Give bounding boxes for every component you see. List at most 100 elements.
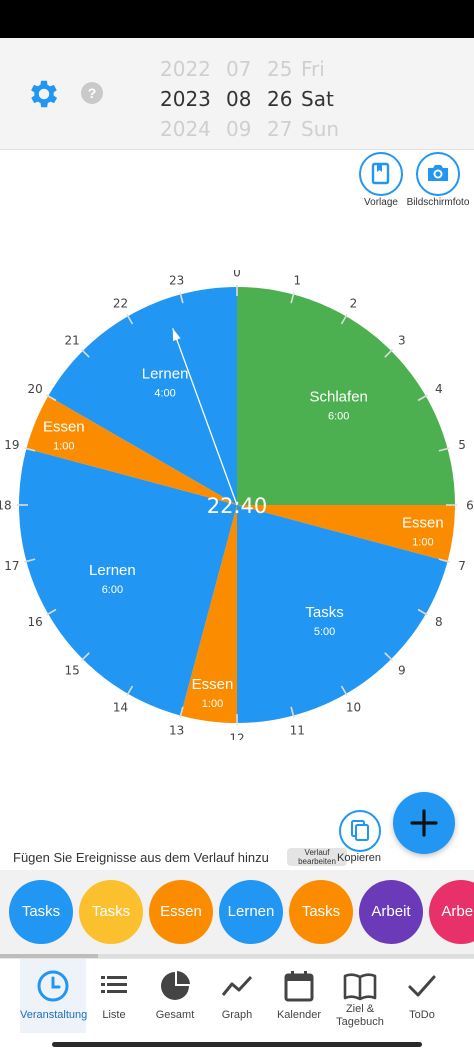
nav-liste[interactable]: Liste bbox=[86, 959, 142, 1039]
chip-label: Lernen bbox=[227, 903, 275, 920]
chip-tasks-orange[interactable]: Tasks bbox=[289, 880, 353, 944]
hour-label: 10 bbox=[346, 700, 361, 714]
edit-history-button[interactable]: Verlauf bearbeiten bbox=[287, 848, 347, 866]
segment-duration-label: 4:00 bbox=[154, 387, 175, 399]
segment-duration-label: 6:00 bbox=[102, 584, 123, 596]
copy-button[interactable] bbox=[339, 810, 381, 852]
clock-segment[interactable] bbox=[19, 448, 237, 716]
hour-label: 0 bbox=[233, 270, 241, 280]
hour-tick bbox=[126, 685, 134, 696]
hour-tick bbox=[46, 394, 57, 402]
bottom-nav: Veranstaltung Liste Gesamt Graph Kalende… bbox=[0, 958, 474, 1038]
hour-label: 19 bbox=[4, 438, 19, 452]
segment-name-label: Lernen bbox=[89, 562, 136, 579]
nav-todo[interactable]: ToDo bbox=[392, 959, 452, 1039]
add-event-button[interactable] bbox=[393, 792, 455, 854]
hour-label: 5 bbox=[458, 438, 466, 452]
hour-label: 3 bbox=[398, 334, 406, 348]
clock-segment[interactable] bbox=[26, 396, 238, 505]
chip-label: Tasks bbox=[301, 903, 341, 920]
day-clock[interactable]: 0 1 2 3 4 5 6 7 8 9 10 11 12 13 14 15 16 17 18 19 20 21 22 23 Sc… bbox=[0, 270, 474, 740]
year-picker[interactable]: 2022 2023 2024 bbox=[160, 54, 214, 144]
segment-duration-label: 1:00 bbox=[53, 440, 74, 452]
day-picker[interactable]: 25 26 27 bbox=[267, 54, 295, 144]
day-clock-chart[interactable]: 01234567891011121314151617181920212223Sc… bbox=[0, 270, 474, 740]
day-prev: 25 bbox=[267, 57, 293, 81]
nav-label: Kalender bbox=[276, 1009, 322, 1021]
clock-icon bbox=[37, 970, 69, 1002]
clock-segment[interactable] bbox=[237, 505, 448, 723]
clock-segment[interactable] bbox=[237, 287, 455, 505]
month-next: 09 bbox=[226, 117, 252, 141]
month-prev: 07 bbox=[226, 57, 252, 81]
hour-tick bbox=[438, 447, 450, 452]
hour-label: 1 bbox=[293, 273, 301, 287]
plus-icon bbox=[410, 809, 438, 837]
home-indicator[interactable] bbox=[52, 1042, 422, 1047]
chip-lernen[interactable]: Lernen bbox=[219, 880, 283, 944]
chip-tasks-blue[interactable]: Tasks bbox=[9, 880, 73, 944]
segment-name-label: Tasks bbox=[305, 604, 343, 621]
hour-tick bbox=[126, 314, 134, 325]
nav-label: Gesamt bbox=[155, 1009, 195, 1021]
chip-label: Essen bbox=[160, 903, 202, 920]
segment-duration-label: 6:00 bbox=[328, 410, 349, 422]
segment-name-label: Lernen bbox=[142, 365, 189, 382]
segment-name-label: Schlafen bbox=[310, 388, 368, 405]
chip-scrollbar[interactable] bbox=[0, 954, 474, 958]
hour-tick bbox=[417, 608, 428, 616]
help-icon[interactable]: ? bbox=[81, 82, 103, 104]
day-current: 26 bbox=[267, 87, 293, 111]
template-button[interactable] bbox=[359, 152, 403, 196]
header: ? 2022 2023 2024 07 08 09 25 26 27 Fri S… bbox=[0, 38, 474, 150]
hour-label: 14 bbox=[113, 700, 128, 714]
month-picker[interactable]: 07 08 09 bbox=[226, 54, 254, 144]
weekday-current: Sat bbox=[301, 87, 334, 111]
chip-arbeit-pink[interactable]: Arbeit bbox=[429, 880, 474, 944]
chip-tasks-yellow[interactable]: Tasks bbox=[79, 880, 143, 944]
clock-segment[interactable] bbox=[180, 505, 237, 723]
event-chip-strip[interactable]: Tasks Tasks Essen Lernen Tasks Arbeit Ar… bbox=[0, 870, 474, 954]
book-icon bbox=[343, 973, 377, 1001]
camera-icon bbox=[428, 165, 448, 181]
clock-segment[interactable] bbox=[48, 287, 238, 505]
chip-scrollbar-thumb[interactable] bbox=[0, 954, 98, 958]
hour-tick bbox=[384, 348, 394, 358]
chip-arbeit-purple[interactable]: Arbeit bbox=[359, 880, 423, 944]
history-hint: Fügen Sie Ereignisse aus dem Verlauf hin… bbox=[13, 850, 269, 865]
hour-tick bbox=[24, 558, 36, 563]
hour-label: 23 bbox=[169, 273, 184, 287]
hour-label: 4 bbox=[435, 382, 443, 396]
hour-tick bbox=[179, 706, 184, 718]
chip-label: Tasks bbox=[21, 903, 61, 920]
segment-name-label: Essen bbox=[402, 515, 444, 532]
segment-duration-label: 5:00 bbox=[314, 626, 335, 638]
gesture-bar bbox=[0, 1038, 474, 1053]
year-prev: 2022 bbox=[160, 57, 211, 81]
list-icon bbox=[101, 976, 127, 993]
status-bar bbox=[0, 0, 474, 38]
calendar-icon bbox=[284, 971, 314, 1002]
chip-essen[interactable]: Essen bbox=[149, 880, 213, 944]
nav-graph[interactable]: Graph bbox=[207, 959, 267, 1039]
clock-segment[interactable] bbox=[237, 505, 455, 562]
checkmark-icon bbox=[408, 975, 436, 997]
weekday-picker[interactable]: Fri Sat Sun bbox=[301, 54, 341, 144]
nav-ziel-tagebuch[interactable]: Ziel & Tagebuch bbox=[330, 959, 390, 1039]
hour-label: 13 bbox=[169, 724, 184, 738]
gear-icon[interactable] bbox=[26, 76, 62, 112]
month-current: 08 bbox=[226, 87, 252, 111]
nav-gesamt[interactable]: Gesamt bbox=[145, 959, 205, 1039]
hour-label: 15 bbox=[65, 663, 80, 677]
pie-chart-icon bbox=[161, 971, 190, 1000]
screenshot-button[interactable] bbox=[416, 152, 460, 196]
segment-name-label: Essen bbox=[192, 676, 234, 693]
nav-label: ToDo bbox=[409, 1009, 435, 1021]
nav-veranstaltung[interactable]: Veranstaltung bbox=[20, 959, 87, 1039]
hour-label: 12 bbox=[229, 732, 244, 741]
hour-tick bbox=[438, 558, 450, 563]
hour-tick bbox=[384, 652, 394, 662]
screenshot-label: Bildschirmfoto bbox=[406, 197, 470, 208]
nav-label: Liste bbox=[102, 1009, 126, 1021]
nav-kalender[interactable]: Kalender bbox=[268, 959, 330, 1039]
